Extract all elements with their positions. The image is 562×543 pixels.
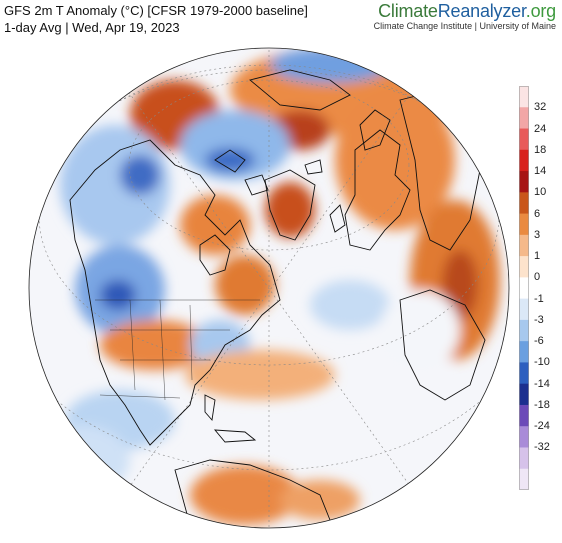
colorbar-tick-label: 1 [534,250,541,263]
colorbar-segment [519,86,529,108]
colorbar-tick-label: -32 [534,441,550,454]
colorbar-tick-label: -24 [534,420,550,433]
colorbar-segment [519,149,529,172]
brand-affiliation: Climate Change Institute | University of… [373,21,556,31]
colorbar-segment [519,468,529,490]
globe-outline [28,47,510,529]
colorbar-segment [519,171,529,193]
colorbar-tick-label: -6 [534,335,544,348]
colorbar-tick-label: -10 [534,356,550,369]
colorbar-segment [519,298,529,321]
colorbar-tick-label: 3 [534,228,541,241]
colorbar-tick-label: 0 [534,271,541,284]
colorbar-border [519,86,529,490]
colorbar-segment [519,383,529,406]
colorbar-segment [519,192,529,215]
colorbar-tick-label: 10 [534,186,547,199]
colorbar-labels: 32 24 18 14 10 6 3 1 0 -1 -3 -6 -10 -14 -18 -24 -32 [534,86,562,490]
colorbar-segment [519,362,529,385]
colorbar-segment [519,426,529,448]
colorbar-segment [519,213,529,236]
colorbar-tick-label: -14 [534,377,550,390]
colorbar-tick-label: 6 [534,207,541,220]
map-subtitle: 1-day Avg | Wed, Apr 19, 2023 [4,20,180,35]
colorbar-segment [519,341,529,363]
colorbar-segment [519,277,529,300]
colorbar-tick-label: -3 [534,313,544,326]
brand-name: ClimateReanalyzer.org [378,1,556,21]
colorbar-tick-label: 14 [534,165,547,178]
colorbar-tick-label: 32 [534,101,547,114]
colorbar-tick-label: 24 [534,122,547,135]
colorbar-segment [519,234,529,257]
coastlines [69,69,486,528]
colorbar-segment [519,319,529,342]
colorbar-tick-label: -18 [534,398,550,411]
colorbar-segment [519,128,529,151]
brand-logo[interactable]: ClimateReanalyzer.org Climate Change Ins… [373,1,557,31]
colorbar-segment [519,256,529,278]
colorbar-segment [519,404,529,427]
colorbar-tick-label: -1 [534,292,544,305]
map-title: GFS 2m T Anomaly (°C) [CFSR 1979-2000 ba… [4,3,308,18]
colorbar-segment [519,107,529,130]
colorbar-tick-label: 18 [534,143,547,156]
political-boundaries [95,299,260,401]
colorbar-segment [519,447,529,470]
colorbar [519,86,529,490]
